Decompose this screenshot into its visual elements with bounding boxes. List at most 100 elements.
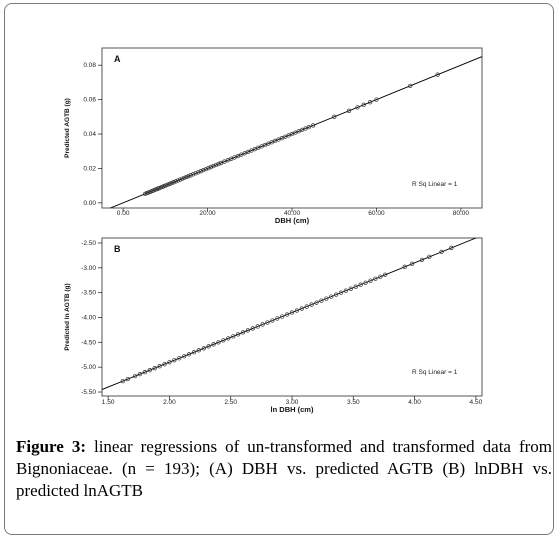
data-point <box>211 342 216 347</box>
data-point <box>196 170 201 175</box>
data-point <box>265 320 270 325</box>
data-point <box>235 332 241 337</box>
y-tick-label: -3.50 <box>81 290 96 297</box>
plot-area <box>101 47 483 209</box>
data-point <box>324 296 329 301</box>
data-point <box>294 308 300 313</box>
data-point <box>125 376 130 382</box>
data-point <box>132 373 138 379</box>
data-point <box>427 254 432 260</box>
x-tick-label: 2.50 <box>224 399 237 406</box>
y-tick-label: -4.00 <box>81 314 96 321</box>
data-point <box>198 169 203 174</box>
data-point <box>368 278 373 283</box>
data-point <box>289 310 295 315</box>
x-tick-label: 1.50 <box>102 399 115 406</box>
data-point <box>260 322 265 327</box>
data-point <box>309 302 314 307</box>
data-point <box>314 300 319 305</box>
data-point <box>206 344 211 349</box>
data-point <box>304 304 309 309</box>
data-point <box>173 179 179 184</box>
data-point <box>120 378 125 384</box>
data-point <box>280 314 285 319</box>
data-point <box>193 171 198 176</box>
y-tick-label: -5.00 <box>81 364 96 371</box>
y-tick-label: 0.06 <box>83 97 96 104</box>
data-point <box>180 176 185 181</box>
data-point <box>231 334 236 339</box>
data-point <box>213 162 219 168</box>
chart-panel-a: 0.08 0.06 0.04 0.02 0.00 0.00 20.00 40.00 60.00 8… <box>64 47 483 225</box>
figure-plots: 0.08 0.06 0.04 0.02 0.00 0.00 20.00 40.00 60.00 8… <box>64 47 483 414</box>
data-point <box>361 102 366 107</box>
x-axis-label: DBH (cm) <box>275 216 310 225</box>
data-point <box>373 276 378 281</box>
plot-area <box>101 237 483 397</box>
data-point <box>211 163 216 169</box>
figure-frame: 0.08 0.06 0.04 0.02 0.00 0.00 20.00 40.00 60.00 8… <box>4 3 554 535</box>
data-point <box>270 318 275 323</box>
data-point <box>201 168 206 173</box>
y-tick-label: 0.02 <box>83 165 96 172</box>
data-point <box>226 336 231 341</box>
data-point <box>383 272 388 277</box>
data-point <box>353 284 358 289</box>
y-tick-label: -4.50 <box>81 339 96 346</box>
data-point <box>374 97 379 102</box>
data-point <box>402 264 407 269</box>
data-point <box>363 280 368 285</box>
data-point <box>329 294 334 299</box>
data-point <box>310 123 316 128</box>
data-point <box>348 286 353 291</box>
data-point <box>435 72 440 77</box>
data-point <box>157 364 162 369</box>
y-tick-label: 0.04 <box>83 131 96 138</box>
data-point <box>333 292 339 297</box>
data-point <box>167 360 172 365</box>
data-point <box>449 245 454 251</box>
x-tick-label: 20.00 <box>199 210 216 217</box>
data-point <box>186 174 191 179</box>
data-point <box>367 100 373 105</box>
r-squared-annotation: R Sq Linear = 1 <box>412 181 458 188</box>
data-point <box>306 124 312 130</box>
y-axis-label: Predicted ln AGTB (g) <box>64 283 71 350</box>
data-point <box>181 354 187 359</box>
data-point <box>419 257 425 263</box>
data-point <box>343 288 349 293</box>
figure-caption-text: linear regressions of un-transformed and… <box>16 437 552 500</box>
figure-label: Figure 3: <box>16 437 86 456</box>
x-tick-label: 4.00 <box>408 399 421 406</box>
data-point <box>142 370 148 375</box>
data-point <box>408 83 413 88</box>
chart-panel-b: -2.50 -3.00 -3.50 -4.00 -4.50 -5.00 -5.50 1.50 2… <box>64 237 483 414</box>
data-point <box>409 261 415 266</box>
x-tick-label: 80.00 <box>453 210 470 217</box>
data-point <box>186 352 192 357</box>
y-tick-label: 0.08 <box>83 62 96 69</box>
data-point <box>147 368 152 373</box>
y-tick-label: -3.00 <box>81 265 96 272</box>
data-point <box>319 298 324 303</box>
r-squared-annotation: R Sq Linear = 1 <box>412 369 458 376</box>
data-point <box>171 180 176 185</box>
x-axis-label: ln DBH (cm) <box>271 405 314 414</box>
data-point <box>245 328 251 333</box>
panel-label: A <box>114 54 121 64</box>
x-tick-label: 3.50 <box>347 399 360 406</box>
y-tick-label: -2.50 <box>81 240 96 247</box>
data-point <box>284 312 290 317</box>
data-point <box>275 316 280 321</box>
fit-line <box>102 238 478 390</box>
data-point <box>221 338 226 343</box>
data-point <box>250 326 255 331</box>
data-point <box>255 324 260 329</box>
data-point <box>191 172 196 177</box>
x-tick-label: 60.00 <box>368 210 385 217</box>
data-point <box>216 161 221 167</box>
y-axis-label: Predicted AGTB (g) <box>64 98 71 158</box>
data-point <box>378 274 383 279</box>
data-point <box>299 306 304 311</box>
data-point <box>162 362 167 367</box>
